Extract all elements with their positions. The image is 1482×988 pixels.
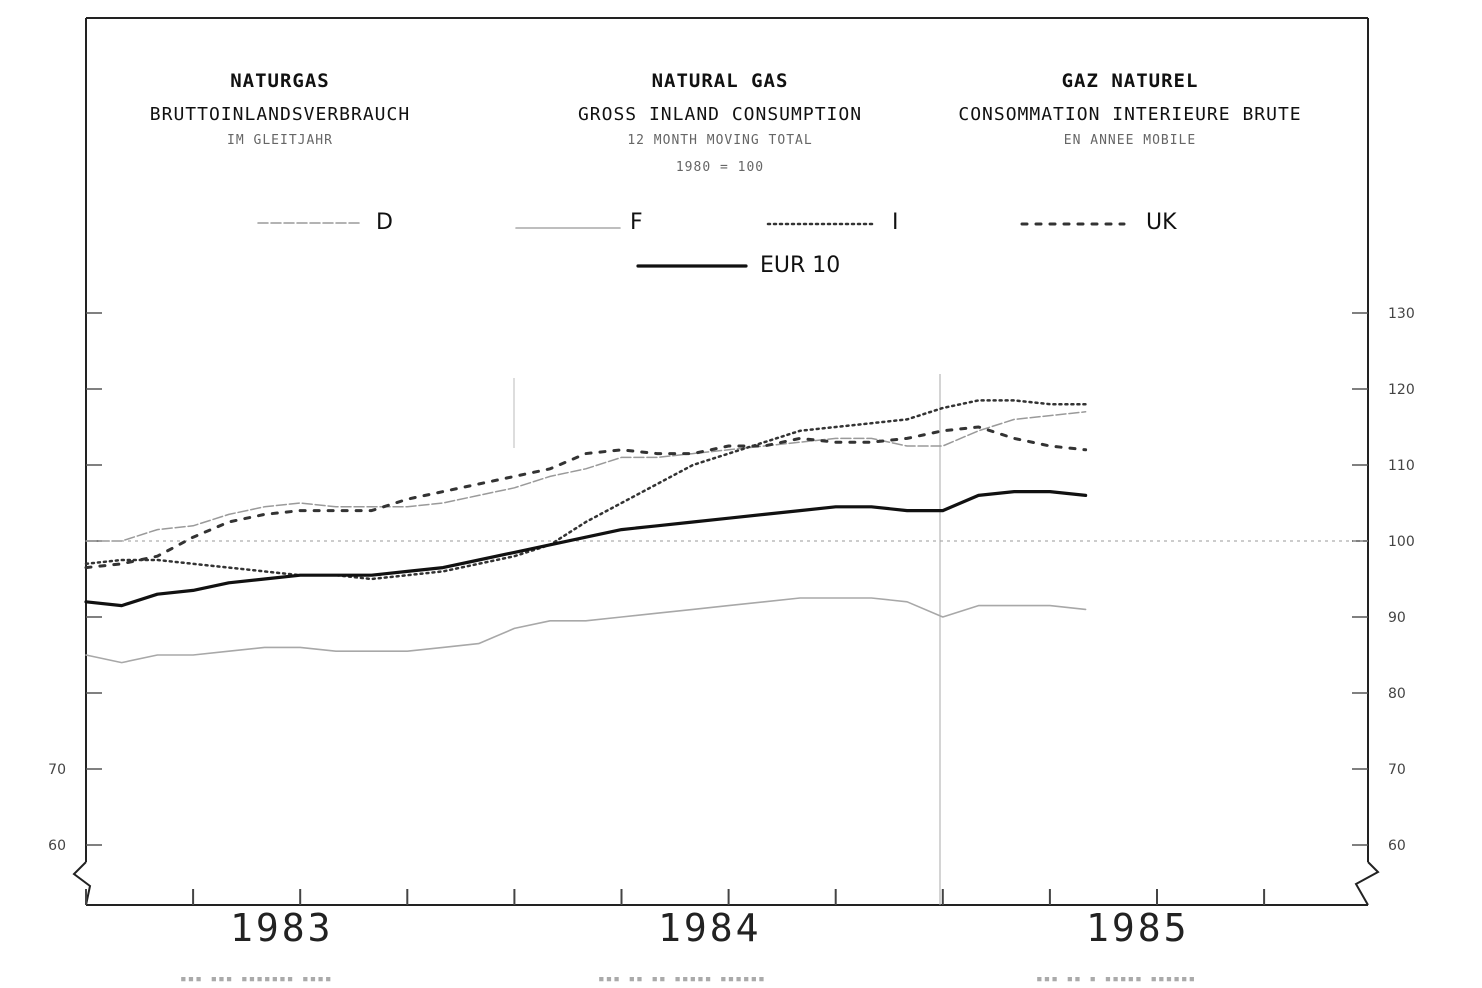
y-tick-label-right-110: 110 bbox=[1388, 458, 1415, 474]
header-english-base: 1980 = 100 bbox=[675, 160, 765, 175]
header-german: NATURGAS BRUTTOINLANDSVERBRAUCH IM GLEIT… bbox=[120, 70, 440, 148]
header-english-title: NATURAL GAS bbox=[651, 70, 789, 92]
header-german-title: NATURGAS bbox=[230, 70, 330, 92]
series-line-uk bbox=[84, 425, 1088, 570]
axis-break-left bbox=[72, 861, 92, 906]
header-english-note: 12 MONTH MOVING TOTAL bbox=[627, 133, 813, 148]
year-label-1985: 1985 bbox=[1086, 906, 1190, 950]
y-tick-label-left-70: 70 bbox=[48, 762, 66, 778]
y-tick-label-right-100: 100 bbox=[1388, 534, 1415, 550]
series-line-f bbox=[85, 597, 1087, 664]
series-line-d bbox=[85, 411, 1087, 542]
legend-label-d: D bbox=[376, 210, 393, 235]
y-tick-label-right-120: 120 bbox=[1388, 382, 1415, 398]
series-line-i bbox=[84, 399, 1087, 581]
legend-label-i: I bbox=[892, 210, 899, 235]
y-tick-label-right-130: 130 bbox=[1388, 306, 1415, 322]
header-french: GAZ NATUREL CONSOMMATION INTERIEURE BRUT… bbox=[940, 70, 1320, 148]
series-line-eur10 bbox=[84, 490, 1088, 608]
legend-label-uk: UK bbox=[1146, 210, 1177, 235]
header-german-note: IM GLEITJAHR bbox=[227, 133, 333, 148]
y-tick-label-right-80: 80 bbox=[1388, 686, 1406, 702]
y-tick-label-left-60: 60 bbox=[48, 838, 66, 854]
legend-label-eur10: EUR 10 bbox=[760, 253, 841, 278]
footer-note-fr: ▪▪▪ ▪▪ ▪ ▪▪▪▪▪ ▪▪▪▪▪▪ bbox=[1036, 972, 1197, 985]
year-label-1983: 1983 bbox=[230, 906, 334, 950]
legend-label-f: F bbox=[630, 210, 643, 235]
header-french-subtitle: CONSOMMATION INTERIEURE BRUTE bbox=[958, 104, 1302, 125]
footer-note-en: ▪▪▪ ▪▪ ▪▪ ▪▪▪▪▪ ▪▪▪▪▪▪ bbox=[598, 972, 766, 985]
axis-break-right bbox=[1354, 861, 1380, 906]
y-tick-label-right-60: 60 bbox=[1388, 838, 1406, 854]
header-english-subtitle: GROSS INLAND CONSUMPTION bbox=[577, 104, 863, 125]
footer-note-de: ▪▪▪ ▪▪▪ ▪▪▪▪▪▪▪ ▪▪▪▪ bbox=[180, 972, 333, 985]
header-french-title: GAZ NATUREL bbox=[1061, 70, 1199, 92]
y-tick-label-right-70: 70 bbox=[1388, 762, 1406, 778]
header-french-note: EN ANNEE MOBILE bbox=[1063, 133, 1197, 148]
header-german-subtitle: BRUTTOINLANDSVERBRAUCH bbox=[149, 104, 411, 125]
year-label-1984: 1984 bbox=[658, 906, 762, 950]
header-english: NATURAL GAS GROSS INLAND CONSUMPTION 12 … bbox=[540, 70, 900, 175]
y-tick-label-right-90: 90 bbox=[1388, 610, 1406, 626]
